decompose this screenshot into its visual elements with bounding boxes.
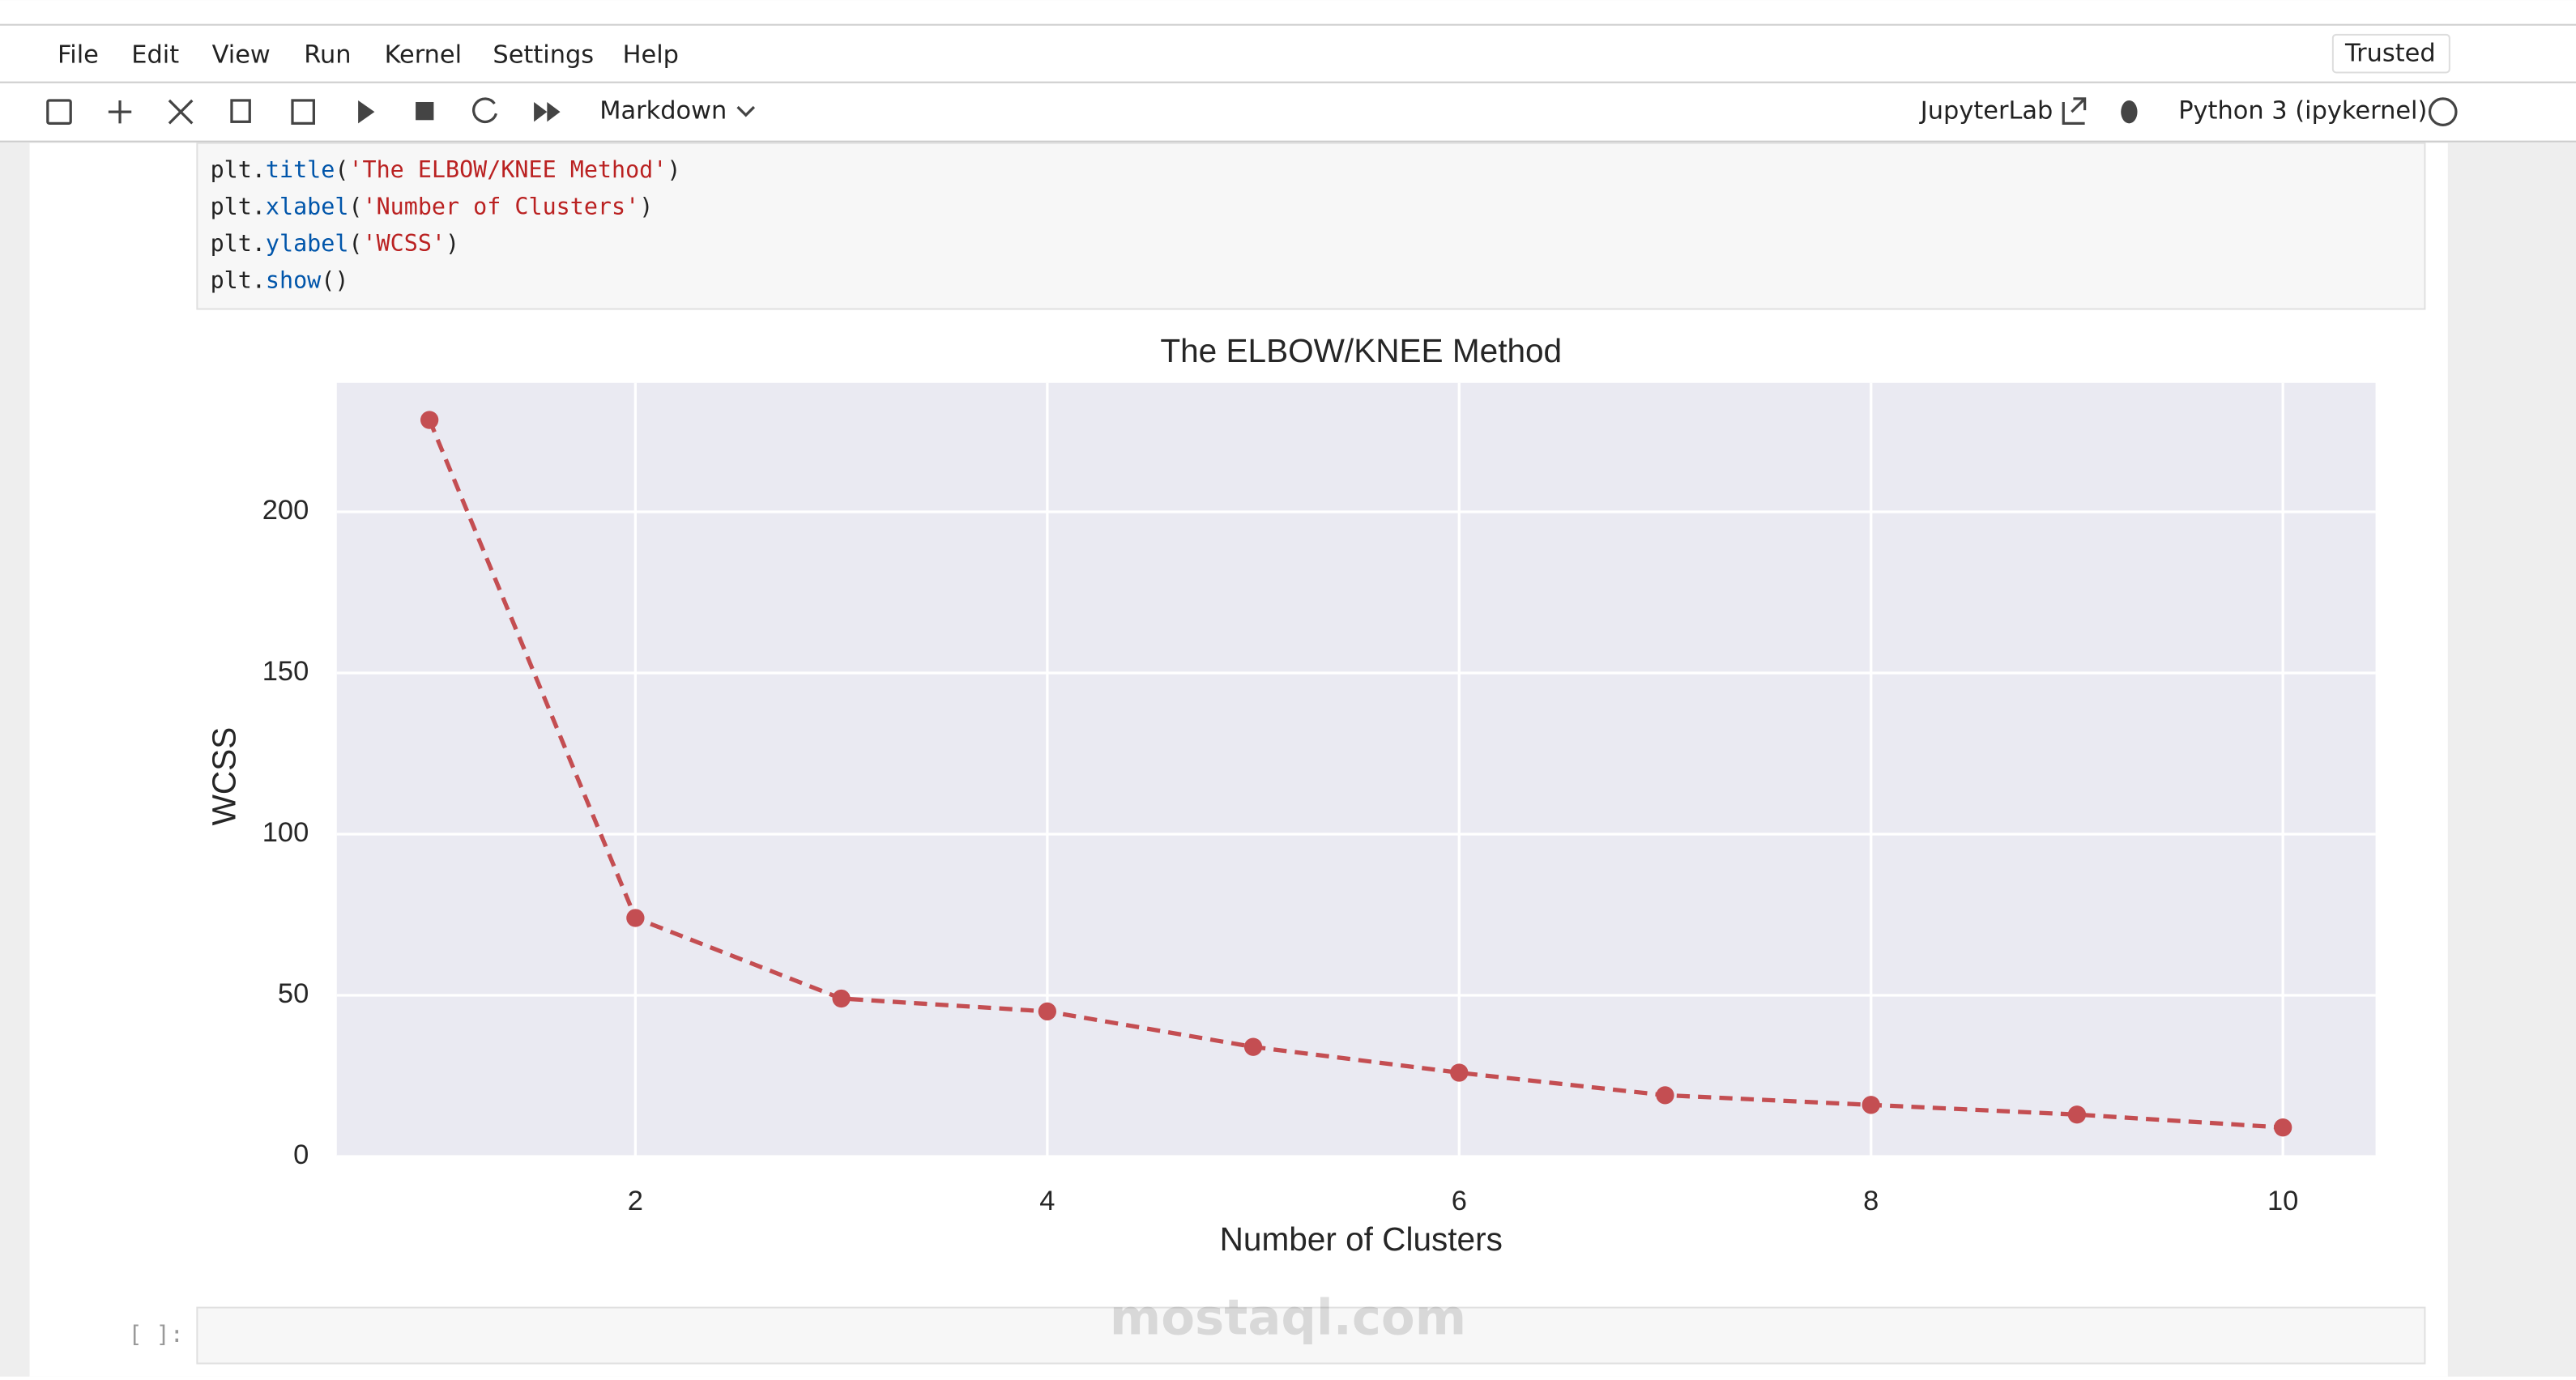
cell-type[interactable]: Markdown <box>599 97 727 126</box>
x-tick-label: 4 <box>1039 1186 1055 1216</box>
menu-item[interactable]: Kernel <box>385 41 463 70</box>
run-icon[interactable] <box>358 100 375 124</box>
menu-item[interactable]: File <box>58 41 99 70</box>
kernel-status <box>2428 97 2458 126</box>
add-icon[interactable] <box>108 100 132 124</box>
debug-icon[interactable] <box>2121 100 2138 124</box>
data-point <box>626 909 645 927</box>
trusted-button[interactable] <box>2331 33 2450 74</box>
run-all-icon[interactable] <box>534 101 561 122</box>
save-icon[interactable] <box>46 99 72 125</box>
data-point <box>1656 1086 1674 1105</box>
trusted-label: Trusted <box>2344 40 2436 68</box>
data-point <box>832 989 851 1008</box>
code-line: plt.xlabel('Number of Clusters') <box>211 194 654 220</box>
chart: The ELBOW/KNEE Method Number of Clusters W… <box>206 332 2376 1258</box>
code-line: plt.show() <box>211 266 349 293</box>
x-tick-label: 2 <box>628 1186 643 1216</box>
restart-icon[interactable] <box>472 97 498 124</box>
paste-icon[interactable] <box>291 99 315 125</box>
external-icon <box>2062 97 2087 125</box>
menu-item[interactable]: Edit <box>131 41 179 70</box>
data-line <box>427 419 2284 1130</box>
empty-cell[interactable] <box>196 1306 2426 1365</box>
stop-icon[interactable] <box>416 101 434 121</box>
data-point <box>1862 1096 1880 1114</box>
jupyterlab-link[interactable]: JupyterLab <box>1919 97 2054 126</box>
y-tick-label: 150 <box>262 656 309 687</box>
cell-prompt: [ ]: <box>128 1321 183 1348</box>
code-line: plt.ylabel('WCSS') <box>211 230 460 257</box>
y-axis-label: WCSS <box>206 727 243 826</box>
data-point <box>1450 1063 1469 1082</box>
chart-title: The ELBOW/KNEE Method <box>1160 332 1562 369</box>
code-line: plt.title('The ELBOW/KNEE Method') <box>211 156 681 183</box>
menu-item[interactable]: Help <box>623 41 679 70</box>
x-tick-label: 6 <box>1452 1186 1467 1216</box>
code-editor: plt.title('The ELBOW/KNEE Method') plt.xl… <box>211 156 681 293</box>
x-tick-label: 10 <box>2267 1186 2298 1216</box>
kernel-name[interactable]: Python 3 (ipykernel) <box>2178 97 2427 126</box>
y-tick-label: 200 <box>262 495 309 526</box>
menu-item[interactable]: Run <box>304 41 351 70</box>
data-point <box>1243 1037 1263 1056</box>
data-point <box>1038 1002 1056 1021</box>
y-tick-label: 0 <box>293 1139 309 1170</box>
copy-icon[interactable] <box>230 99 251 123</box>
data-point <box>2067 1105 2087 1124</box>
menu-item[interactable]: View <box>212 41 271 70</box>
menu-bar: File Edit View Run Kernel Settings Help <box>58 41 679 70</box>
x-axis-label: Number of Clusters <box>1220 1220 1503 1258</box>
dropdown-arrow <box>736 105 756 117</box>
cut-icon[interactable] <box>168 99 194 125</box>
data-point <box>420 411 439 429</box>
toolbar: Markdown JupyterLab Python 3 (ipykernel) <box>46 97 2458 126</box>
watermark: mostaql.com <box>1110 1289 1466 1346</box>
code-cell[interactable] <box>196 142 2426 310</box>
y-tick-label: 100 <box>262 817 309 848</box>
x-tick-label: 8 <box>1863 1186 1879 1216</box>
data-point <box>2274 1118 2292 1137</box>
menu-item[interactable]: Settings <box>493 41 594 70</box>
plot-area <box>336 382 2376 1156</box>
y-tick-label: 50 <box>278 978 309 1009</box>
